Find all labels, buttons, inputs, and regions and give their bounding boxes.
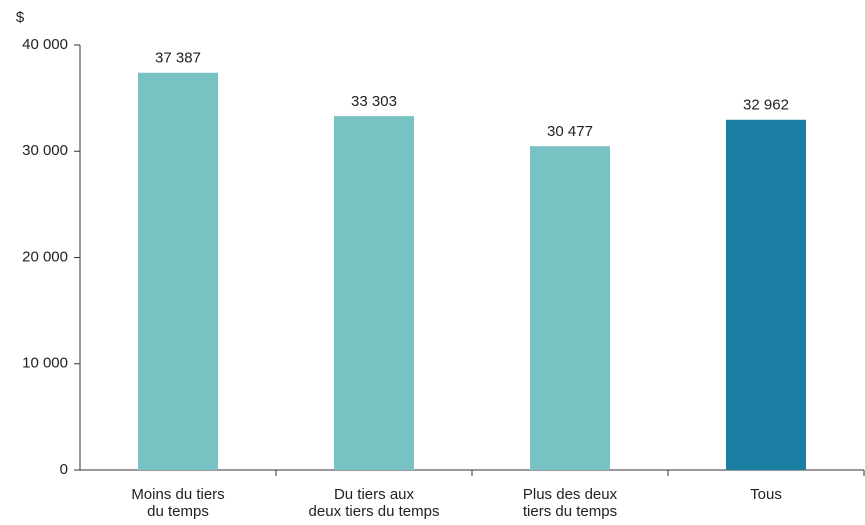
y-tick-label: 40 000 (22, 36, 68, 53)
y-tick-label: 10 000 (22, 355, 68, 372)
bar (334, 116, 414, 470)
x-tick-label: Tous (750, 486, 782, 503)
y-tick-label: 20 000 (22, 248, 68, 265)
x-tick-label: Plus des deux (523, 486, 618, 503)
x-tick-label: tiers du temps (523, 503, 617, 520)
value-label: 32 962 (743, 97, 789, 114)
y-axis-label: $ (16, 9, 25, 26)
y-tick-label: 0 (60, 461, 68, 478)
x-tick-label: Moins du tiers (131, 486, 224, 503)
value-label: 30 477 (547, 123, 593, 140)
bar (530, 146, 610, 470)
bar (138, 72, 218, 470)
value-label: 37 387 (155, 50, 201, 67)
x-tick-label: du temps (147, 503, 209, 520)
x-tick-label: deux tiers du temps (309, 503, 440, 520)
x-tick-label: Du tiers aux (334, 486, 415, 503)
value-label: 33 303 (351, 93, 397, 110)
y-tick-label: 30 000 (22, 142, 68, 159)
bar (726, 119, 806, 470)
